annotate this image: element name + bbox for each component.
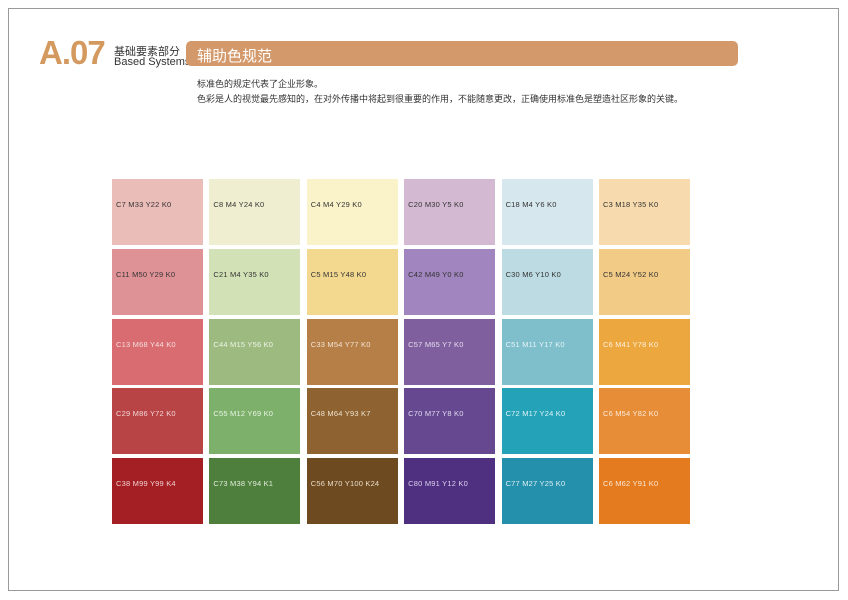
swatch-label: C5 M24 Y52 K0 (602, 269, 659, 279)
swatch-label: C77 M27 Y25 K0 (505, 479, 566, 489)
color-swatch: C21 M4 Y35 K0 (209, 248, 301, 315)
swatch-label: C38 M99 Y99 K4 (116, 479, 176, 489)
color-swatch: C38 M99 Y99 K4 (112, 458, 203, 525)
page-title: 辅助色规范 (197, 48, 273, 65)
color-swatch: C8 M4 Y24 K0 (209, 179, 301, 245)
color-swatch: C3 M18 Y35 K0 (598, 179, 690, 245)
swatch-label: C29 M86 Y72 K0 (116, 409, 176, 419)
color-swatch: C4 M4 Y29 K0 (306, 179, 398, 245)
color-swatch: C42 M49 Y0 K0 (404, 248, 496, 315)
color-swatch: C73 M38 Y94 K1 (209, 458, 301, 525)
swatch-label: C5 M15 Y48 K0 (310, 269, 367, 279)
color-swatch: C20 M30 Y5 K0 (404, 179, 496, 245)
swatch-label: C6 M41 Y78 K0 (602, 339, 659, 349)
swatch-label: C44 M15 Y56 K0 (213, 339, 274, 349)
swatch-label: C51 M11 Y17 K0 (505, 339, 565, 349)
swatch-label: C73 M38 Y94 K1 (213, 479, 274, 489)
swatch-label: C3 M18 Y35 K0 (602, 200, 659, 209)
swatch-label: C18 M4 Y6 K0 (505, 200, 557, 209)
color-swatch: C5 M24 Y52 K0 (598, 248, 690, 315)
swatch-label: C6 M62 Y91 K0 (602, 479, 659, 489)
swatch-label: C42 M49 Y0 K0 (408, 269, 464, 279)
color-swatch: C48 M64 Y93 K7 (306, 388, 398, 455)
color-swatch: C77 M27 Y25 K0 (501, 458, 593, 525)
color-swatch: C13 M68 Y44 K0 (112, 318, 203, 385)
color-swatch: C57 M65 Y7 K0 (404, 318, 496, 385)
section-name-cn: 基础要素部分 (114, 46, 180, 58)
swatch-label: C8 M4 Y24 K0 (213, 200, 265, 209)
swatch-label: C4 M4 Y29 K0 (310, 200, 362, 209)
color-swatch: C11 M50 Y29 K0 (112, 248, 203, 315)
swatch-label: C80 M91 Y12 K0 (408, 479, 468, 489)
description-line-1: 标准色的规定代表了企业形象。 (197, 79, 324, 89)
swatch-label: C57 M65 Y7 K0 (408, 339, 464, 349)
color-swatch: C55 M12 Y69 K0 (209, 388, 301, 455)
color-swatch: C29 M86 Y72 K0 (112, 388, 203, 455)
color-swatch: C30 M6 Y10 K0 (501, 248, 593, 315)
color-swatch: C72 M17 Y24 K0 (501, 388, 593, 455)
swatch-label: C30 M6 Y10 K0 (505, 269, 561, 279)
color-swatch: C7 M33 Y22 K0 (112, 179, 203, 245)
description-line-2: 色彩是人的视觉最先感知的，在对外传播中将起到很重要的作用，不能随意更改，正确使用… (197, 94, 684, 104)
color-swatch: C44 M15 Y56 K0 (209, 318, 301, 385)
page-border (8, 8, 839, 591)
swatch-label: C6 M54 Y82 K0 (602, 409, 659, 419)
color-swatch: C6 M62 Y91 K0 (598, 458, 690, 525)
color-swatch: C5 M15 Y48 K0 (306, 248, 398, 315)
swatch-label: C33 M54 Y77 K0 (310, 339, 371, 349)
swatch-label: C20 M30 Y5 K0 (408, 200, 464, 209)
title-bar: 辅助色规范 (186, 41, 738, 66)
swatch-label: C55 M12 Y69 K0 (213, 409, 274, 419)
section-name-en: Based Systems (114, 56, 191, 68)
color-swatch: C80 M91 Y12 K0 (404, 458, 496, 525)
color-swatch: C18 M4 Y6 K0 (501, 179, 593, 245)
swatch-label: C56 M70 Y100 K24 (310, 479, 380, 489)
section-code: A.07 (39, 34, 106, 71)
swatch-label: C7 M33 Y22 K0 (116, 200, 172, 209)
color-swatch-grid: C7 M33 Y22 K0 C11 M50 Y29 K0 C13 M68 Y44 K… (112, 179, 690, 525)
color-swatch: C56 M70 Y100 K24 (306, 458, 398, 525)
color-swatch: C6 M54 Y82 K0 (598, 388, 690, 455)
color-swatch: C51 M11 Y17 K0 (501, 318, 593, 385)
swatch-label: C13 M68 Y44 K0 (116, 339, 176, 349)
swatch-label: C70 M77 Y8 K0 (408, 409, 464, 419)
swatch-label: C21 M4 Y35 K0 (213, 269, 269, 279)
swatch-label: C48 M64 Y93 K7 (310, 409, 371, 419)
color-swatch: C33 M54 Y77 K0 (306, 318, 398, 385)
color-swatch: C70 M77 Y8 K0 (404, 388, 496, 455)
color-swatch: C6 M41 Y78 K0 (598, 318, 690, 385)
swatch-label: C72 M17 Y24 K0 (505, 409, 566, 419)
swatch-label: C11 M50 Y29 K0 (116, 269, 176, 279)
